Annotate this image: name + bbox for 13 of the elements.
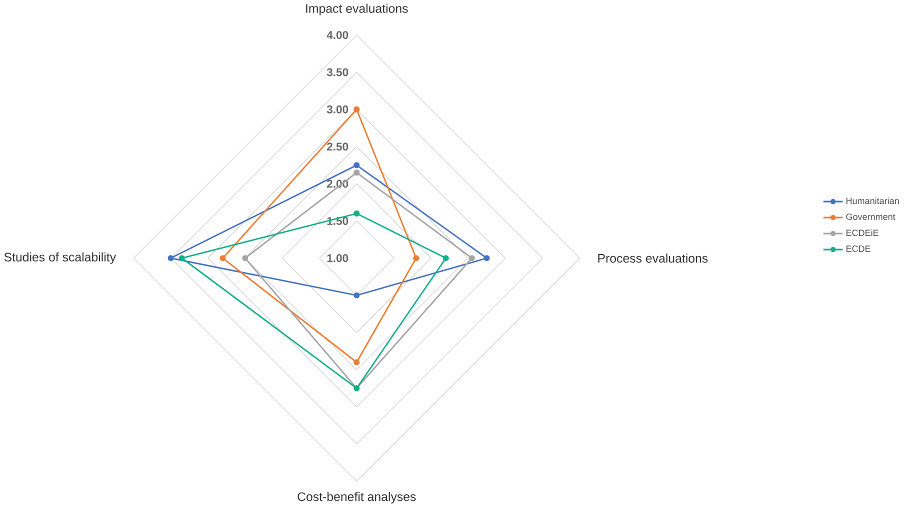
y-tick-label: 3.50	[326, 68, 348, 76]
legend-label: ECDEiE	[846, 229, 878, 236]
legend-label: ECDE	[846, 245, 870, 252]
y-tick-label: 4.00	[326, 30, 348, 39]
spoke-label: Cost-benefit analyses	[298, 492, 416, 504]
y-tick-label: 1.00	[327, 254, 348, 262]
spoke-label: Studies of scalability	[4, 252, 116, 264]
legend-label: Government	[846, 213, 896, 220]
spoke-label: Process evaluations	[598, 253, 708, 263]
legend-label: Humanitarian	[846, 197, 899, 204]
y-tick-label: 3.00	[326, 105, 348, 114]
spoke-label: Impact evaluations	[306, 4, 408, 16]
y-tick-label: 2.50	[326, 142, 348, 150]
